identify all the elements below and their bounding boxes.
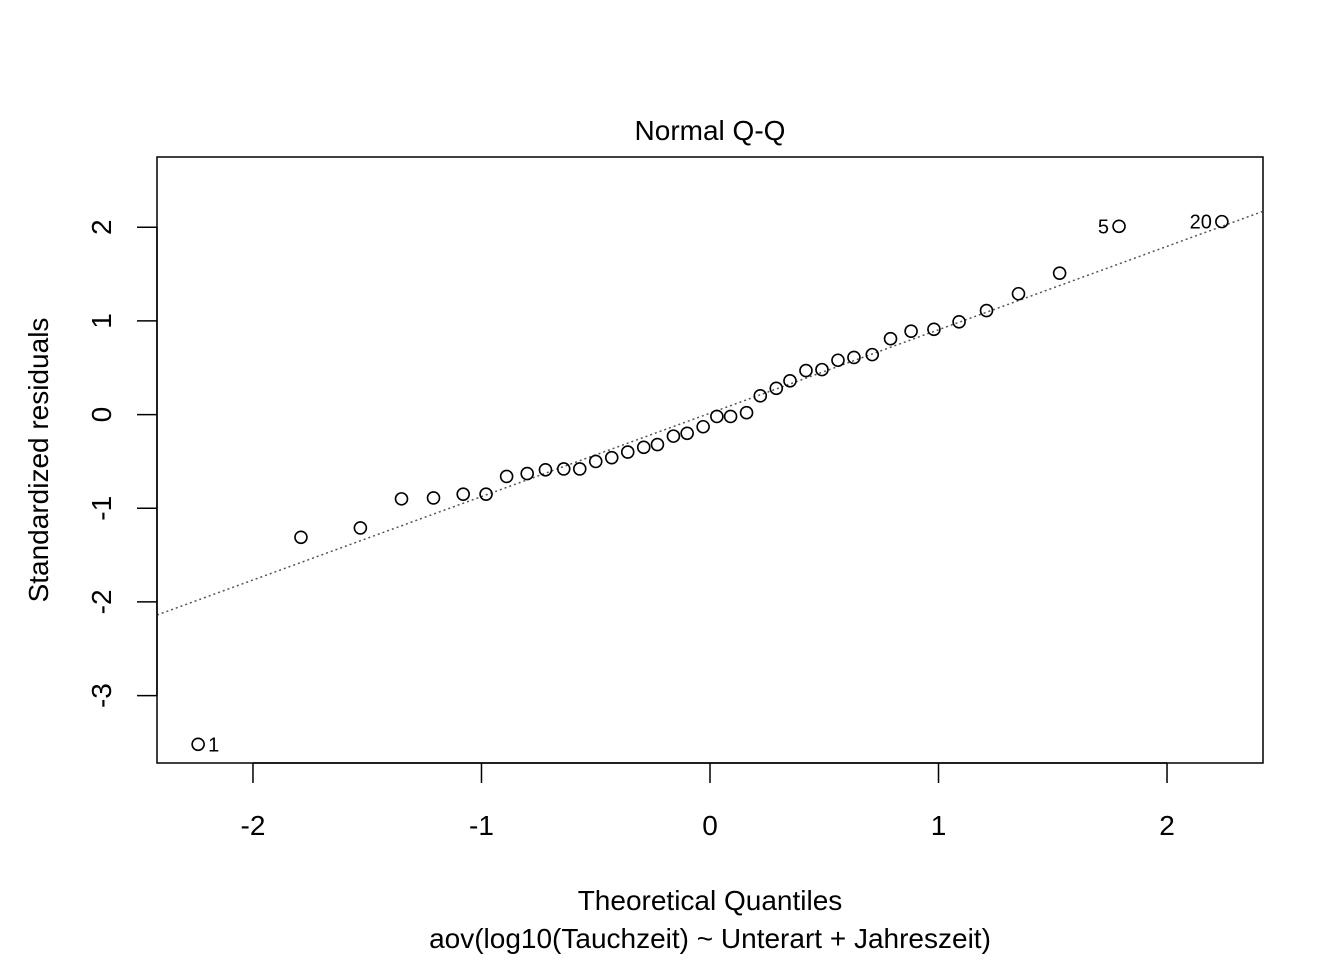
qq-point	[1215, 214, 1229, 229]
qq-point	[739, 405, 754, 420]
qq-point	[883, 331, 898, 346]
x-tick-label: 2	[1159, 810, 1175, 841]
y-tick-label: -3	[86, 683, 117, 708]
qq-point	[636, 440, 651, 455]
qq-point	[426, 491, 441, 505]
y-tick-label: -2	[86, 589, 117, 614]
qq-point	[588, 454, 603, 469]
qq-point	[979, 303, 994, 318]
qq-point	[904, 324, 918, 339]
qq-point	[479, 487, 493, 501]
qq-point	[520, 466, 534, 481]
x-axis: -2 -1 0 1 2	[241, 762, 1175, 841]
point-label: 1	[208, 734, 219, 756]
point-label: 20	[1190, 212, 1212, 234]
qq-point	[499, 469, 514, 484]
qq-point	[1112, 219, 1126, 234]
reference-line-group	[156, 210, 1264, 616]
y-tick-label: 2	[86, 219, 117, 235]
qq-point	[572, 462, 587, 476]
qq-point	[556, 462, 571, 476]
qq-point	[666, 429, 681, 443]
x-axis-label: Theoretical Quantiles	[578, 885, 843, 916]
qq-point	[604, 450, 619, 465]
qq-point	[799, 363, 813, 378]
qq-point	[1011, 286, 1026, 301]
qq-reference-line	[156, 210, 1264, 616]
qq-point	[353, 521, 368, 535]
qq-point	[815, 362, 829, 377]
qq-point	[847, 350, 861, 365]
qq-point	[456, 487, 471, 501]
qq-point	[620, 445, 635, 459]
qq-point	[294, 530, 308, 545]
chart-title: Normal Q-Q	[635, 115, 786, 146]
qq-point	[753, 389, 768, 403]
qq-point	[927, 322, 941, 337]
point-label: 5	[1098, 216, 1109, 238]
x-tick-label: 0	[702, 810, 718, 841]
x-tick-label: -1	[469, 810, 494, 841]
qq-point	[680, 426, 694, 441]
y-axis-label: Standardized residuals	[23, 318, 54, 603]
qq-point	[696, 419, 710, 434]
y-tick-label: 0	[86, 407, 117, 423]
qq-point	[723, 409, 738, 424]
qq-point	[191, 737, 205, 752]
x-axis-subtitle: aov(log10(Tauchzeit) ~ Unterart + Jahres…	[429, 923, 991, 954]
data-points: 15 20	[191, 212, 1229, 756]
x-tick-label: 1	[931, 810, 947, 841]
x-tick-label: -2	[241, 810, 266, 841]
qq-point	[769, 381, 784, 396]
qq-point	[783, 374, 797, 388]
y-axis: -3 -2 -1 0 1 2	[86, 219, 158, 708]
qq-point	[865, 347, 880, 362]
qq-point	[952, 315, 966, 329]
qq-point	[1052, 266, 1067, 280]
qq-point	[710, 409, 724, 424]
qq-point	[538, 463, 553, 477]
y-tick-label: 1	[86, 313, 117, 329]
y-tick-label: -1	[86, 496, 117, 521]
qq-point	[831, 353, 845, 368]
qq-point	[394, 492, 409, 506]
qq-point	[650, 437, 665, 452]
